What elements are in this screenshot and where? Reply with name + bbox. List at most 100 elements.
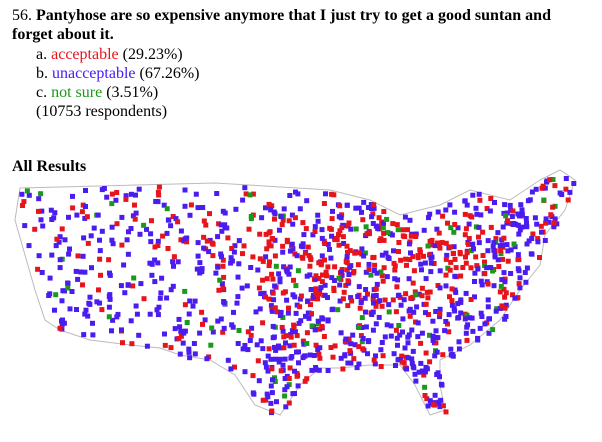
dot — [464, 312, 470, 318]
dot — [263, 397, 269, 403]
dot — [319, 315, 325, 321]
dot — [405, 227, 410, 233]
dot — [96, 287, 101, 293]
dot — [447, 244, 453, 250]
dot — [79, 209, 85, 215]
dot — [265, 353, 271, 359]
dot — [396, 323, 402, 328]
dot — [164, 295, 170, 301]
dot — [315, 218, 321, 224]
dot — [304, 341, 310, 346]
dot — [485, 248, 491, 254]
dot — [482, 321, 488, 327]
dot — [435, 209, 441, 215]
dot — [270, 377, 275, 383]
dot — [48, 207, 54, 213]
dot — [65, 285, 71, 291]
dot — [394, 284, 400, 290]
dot — [305, 298, 311, 304]
dot — [128, 318, 134, 324]
dot — [287, 343, 293, 349]
dot — [162, 342, 168, 348]
dot — [313, 365, 319, 370]
option-percent: (3.51%) — [106, 84, 159, 101]
dot — [178, 237, 184, 243]
dot — [453, 265, 459, 271]
dot — [371, 268, 377, 273]
dot — [176, 336, 182, 341]
dot — [516, 268, 522, 274]
dot — [422, 393, 428, 398]
dot — [166, 217, 172, 223]
dot — [184, 320, 190, 325]
dot — [445, 220, 450, 226]
dot — [472, 279, 477, 284]
dot — [114, 221, 120, 227]
dot — [272, 305, 278, 311]
dot — [277, 356, 283, 362]
dot — [132, 216, 138, 222]
dot — [32, 226, 38, 232]
dot — [385, 230, 391, 236]
dot — [361, 253, 367, 259]
dot — [306, 253, 312, 258]
dot — [410, 363, 416, 369]
dot — [271, 209, 277, 215]
dot — [497, 243, 503, 249]
dot — [381, 209, 387, 214]
dot — [440, 213, 446, 219]
dot — [289, 212, 295, 218]
section-title: All Results — [12, 158, 87, 175]
dot — [384, 216, 390, 222]
dot — [498, 251, 504, 257]
dot — [484, 206, 490, 211]
dot — [148, 231, 154, 237]
dot — [210, 253, 216, 259]
dot — [191, 341, 197, 346]
dot — [447, 294, 452, 300]
dot — [119, 214, 125, 220]
dot — [245, 347, 251, 353]
dot — [362, 250, 368, 256]
dot — [427, 289, 433, 295]
dot — [563, 186, 569, 192]
dot — [66, 251, 72, 257]
dot — [106, 314, 112, 320]
dot — [218, 316, 224, 322]
dot — [195, 240, 201, 246]
dot — [346, 220, 352, 226]
dot — [290, 221, 296, 227]
dot — [480, 229, 486, 235]
dot — [364, 231, 370, 237]
dot — [515, 252, 521, 258]
dot — [242, 369, 248, 375]
dot — [24, 188, 30, 194]
dot — [253, 309, 259, 315]
dot — [199, 309, 205, 315]
dot — [182, 203, 188, 209]
dot — [266, 201, 272, 207]
dot — [517, 285, 523, 291]
dot — [317, 355, 323, 361]
dot — [546, 219, 552, 225]
dot — [363, 309, 368, 315]
dot — [109, 237, 115, 243]
dot — [281, 345, 287, 351]
dot — [278, 368, 284, 374]
dot — [74, 212, 80, 218]
dot — [405, 340, 411, 346]
dot — [266, 239, 272, 245]
dot — [544, 178, 550, 184]
dot — [232, 243, 238, 249]
dot — [310, 232, 316, 238]
dot — [260, 277, 266, 283]
dot — [391, 260, 397, 266]
dot — [462, 198, 468, 204]
dot — [282, 289, 288, 295]
dot — [186, 311, 192, 317]
dot — [392, 267, 398, 273]
dot — [270, 335, 276, 341]
dot — [406, 241, 412, 247]
dot — [260, 258, 266, 264]
